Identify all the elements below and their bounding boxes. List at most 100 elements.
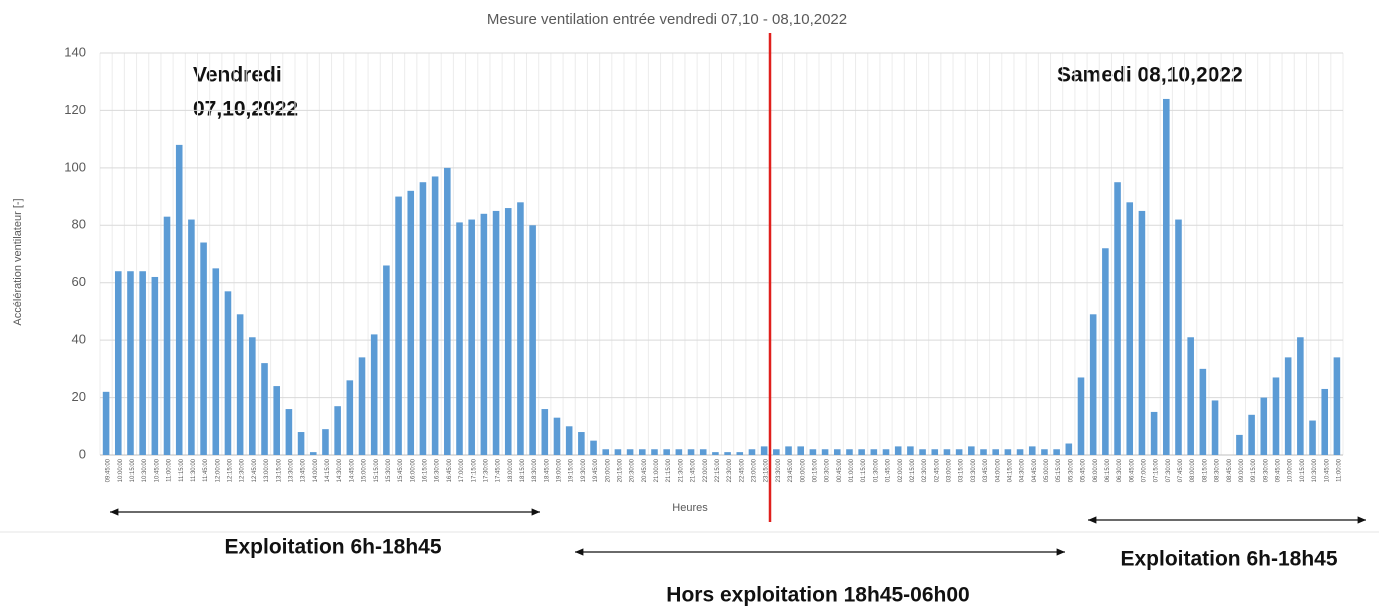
x-tick-label: 00:15:00 <box>812 458 818 482</box>
bar <box>760 446 768 455</box>
bar <box>1236 434 1243 455</box>
bar <box>456 222 463 455</box>
x-tick-label: 15:45:00 <box>398 458 404 482</box>
bar <box>395 196 402 456</box>
bar <box>992 449 999 455</box>
annotation: 07,10,2022 <box>193 98 298 121</box>
x-tick-label: 14:30:00 <box>337 458 343 482</box>
x-tick-label: 16:30:00 <box>435 458 441 482</box>
x-tick-label: 09:30:00 <box>1263 458 1269 482</box>
bar <box>407 190 415 456</box>
bar <box>1016 449 1024 455</box>
bar <box>1163 98 1170 455</box>
y-tick-label: 40 <box>72 332 86 347</box>
x-tick-label: 02:15:00 <box>910 458 916 482</box>
bar <box>578 432 585 455</box>
x-tick-label: 12:00:00 <box>215 458 221 482</box>
y-tick-label: 0 <box>79 446 86 461</box>
x-tick-label: 05:15:00 <box>1056 458 1062 482</box>
x-tick-label: 06:15:00 <box>1105 458 1111 482</box>
x-tick-label: 13:30:00 <box>288 458 294 482</box>
bar <box>1260 397 1268 455</box>
x-tick-label: 13:00:00 <box>264 458 270 482</box>
x-tick-label: 04:15:00 <box>1007 458 1013 482</box>
bar <box>541 409 549 455</box>
bar <box>724 452 731 455</box>
bar <box>200 242 207 455</box>
x-tick-label: 11:00:00 <box>167 458 173 482</box>
x-tick-label: 15:15:00 <box>374 458 380 482</box>
bar <box>334 406 341 455</box>
bar <box>602 449 610 455</box>
x-tick-label: 04:00:00 <box>995 458 1001 482</box>
y-tick-label: 120 <box>64 102 86 117</box>
x-tick-label: 11:15:00 <box>179 458 185 482</box>
x-tick-label: 22:15:00 <box>715 458 721 482</box>
x-tick-label: 17:15:00 <box>471 458 477 482</box>
x-tick-label: 09:15:00 <box>1251 458 1257 482</box>
x-tick-label: 20:30:00 <box>630 458 636 482</box>
x-tick-label: 19:30:00 <box>581 458 587 482</box>
x-tick-label: 08:30:00 <box>1215 458 1221 482</box>
bar <box>565 426 573 455</box>
x-tick-label: 16:45:00 <box>447 458 453 482</box>
bar <box>224 291 232 455</box>
annotation: Samedi 08,10,2022 <box>1057 64 1243 87</box>
x-tick-label: 15:30:00 <box>386 458 392 482</box>
bar <box>1211 400 1219 455</box>
bar <box>1077 377 1085 455</box>
bar <box>785 446 792 455</box>
x-tick-label: 07:15:00 <box>1154 458 1160 482</box>
x-tick-label: 02:30:00 <box>922 458 928 482</box>
bar <box>773 449 780 455</box>
x-tick-label: 22:45:00 <box>739 458 745 482</box>
bar <box>943 449 951 455</box>
x-tick-label: 01:00:00 <box>849 458 855 482</box>
x-tick-label: 18:00:00 <box>508 458 514 482</box>
chart-title: Mesure ventilation entrée vendredi 07,10… <box>487 11 847 28</box>
x-tick-label: 14:00:00 <box>313 458 319 482</box>
bar <box>1187 337 1194 455</box>
x-tick-label: 19:15:00 <box>569 458 575 482</box>
x-tick-label: 05:00:00 <box>1044 458 1050 482</box>
x-tick-label: 07:30:00 <box>1166 458 1172 482</box>
bar <box>309 452 317 455</box>
bar <box>1333 357 1341 455</box>
x-tick-label: 18:45:00 <box>544 458 550 482</box>
x-tick-label: 10:15:00 <box>130 458 136 482</box>
bar <box>419 182 427 455</box>
x-tick-label: 08:45:00 <box>1227 458 1233 482</box>
bar <box>1175 219 1182 455</box>
x-tick-label: 23:30:00 <box>776 458 782 482</box>
x-tick-label: 23:00:00 <box>752 458 758 482</box>
x-tick-label: 12:45:00 <box>252 458 258 482</box>
x-tick-label: 06:30:00 <box>1117 458 1123 482</box>
x-tick-label: 07:45:00 <box>1178 458 1184 482</box>
bar <box>968 446 975 455</box>
bar <box>1065 443 1073 455</box>
x-tick-label: 22:30:00 <box>727 458 733 482</box>
y-tick-label: 140 <box>64 44 86 59</box>
annotation: Exploitation 6h-18h45 <box>1120 548 1337 571</box>
bar <box>517 202 524 455</box>
x-tick-label: 07:00:00 <box>1142 458 1148 482</box>
x-tick-label: 04:45:00 <box>1032 458 1038 482</box>
x-tick-label: 13:45:00 <box>301 458 307 482</box>
y-tick-label: 20 <box>72 389 86 404</box>
x-tick-label: 09:45:00 <box>106 458 112 482</box>
x-tick-label: 08:00:00 <box>1190 458 1196 482</box>
x-tick-label: 18:15:00 <box>520 458 526 482</box>
bar <box>504 208 512 455</box>
x-tick-label: 00:30:00 <box>825 458 831 482</box>
x-tick-label: 22:00:00 <box>703 458 709 482</box>
bar <box>444 167 451 455</box>
x-tick-label: 19:00:00 <box>557 458 563 482</box>
bar <box>590 440 597 455</box>
bar <box>626 449 634 455</box>
bar <box>797 446 805 455</box>
x-tick-label: 15:00:00 <box>362 458 368 482</box>
bar <box>651 449 658 455</box>
bar <box>1114 182 1121 455</box>
bar <box>431 176 439 455</box>
x-tick-label: 18:30:00 <box>532 458 538 482</box>
